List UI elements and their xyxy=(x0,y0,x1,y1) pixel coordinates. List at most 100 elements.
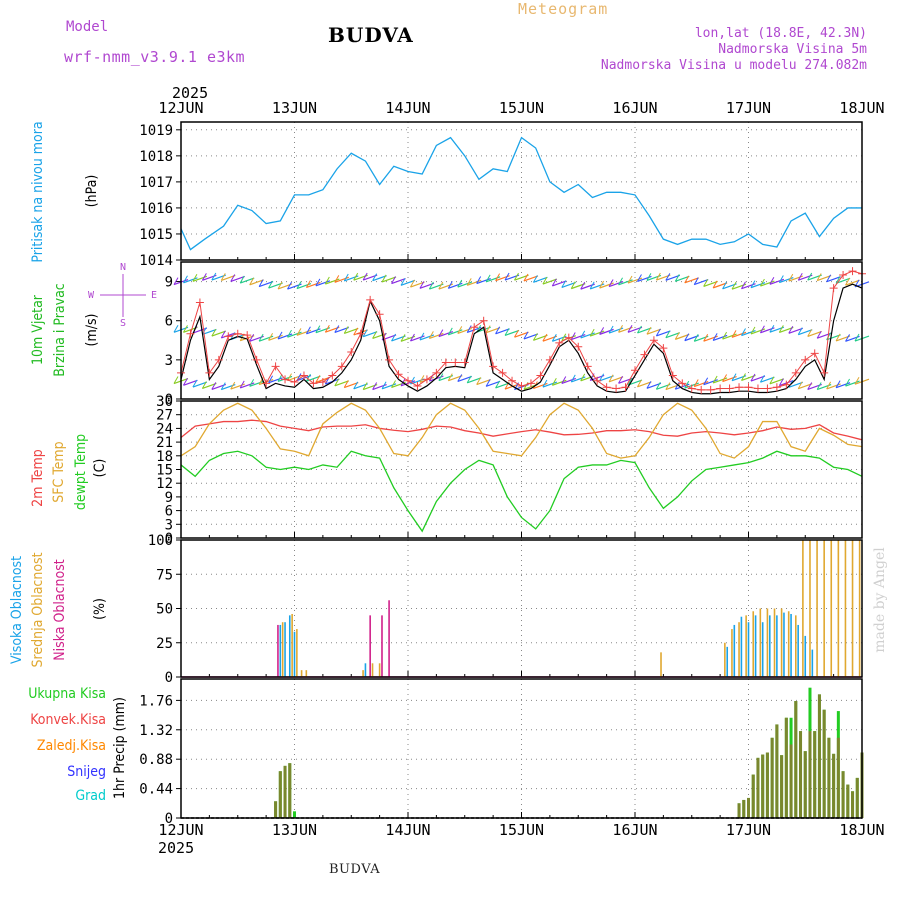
wind-barb xyxy=(448,375,463,382)
wind-barb-flag xyxy=(315,278,321,287)
wind-barb xyxy=(485,327,501,334)
x-tick-label-bottom: 17JUN xyxy=(726,821,771,839)
wind-barb-flag xyxy=(201,273,207,281)
temp-2m-line xyxy=(180,419,863,441)
wind-gust-marker xyxy=(829,284,838,293)
wind-barb xyxy=(779,326,794,333)
meteogram-label: Meteogram xyxy=(518,0,609,18)
wind-barb-flag xyxy=(391,380,396,388)
y-tick-label: 24 xyxy=(156,421,173,437)
wind-barb-flag xyxy=(646,381,652,389)
precip-convective-bar xyxy=(832,753,836,818)
wind-barb xyxy=(495,328,510,335)
wind-barb-flag xyxy=(637,325,642,334)
wind-barb-flag xyxy=(249,379,255,387)
wind-barb xyxy=(344,327,359,334)
wind-barb-flag xyxy=(627,325,633,333)
wind-barb-flag xyxy=(542,276,548,285)
wind-barb xyxy=(325,278,340,285)
x-tick-label-bottom: 15JUN xyxy=(499,821,544,839)
wind-barb xyxy=(514,274,529,281)
dewpoint-label: dewpt Temp xyxy=(73,434,89,510)
wind-barb-flag xyxy=(608,374,614,383)
wind-barb xyxy=(835,277,851,284)
wind-barb xyxy=(646,328,662,335)
wind-barb-flag xyxy=(608,325,614,334)
wind-barb-flag xyxy=(476,377,482,385)
wind-gust-marker xyxy=(271,362,280,371)
model-elevation: Nadmorska Visina u modelu 274.082m xyxy=(600,58,867,73)
wind-barb xyxy=(599,375,614,382)
wind-barb xyxy=(523,333,539,340)
wind-barb-flag xyxy=(759,374,765,383)
wind-barb xyxy=(296,329,312,336)
y-tick-label: 25 xyxy=(156,636,173,652)
wind-barb-flag xyxy=(570,281,576,289)
wind-barb xyxy=(287,331,302,338)
wind-barb-flag xyxy=(268,375,274,384)
pressure-line xyxy=(180,136,862,251)
wind-barb-flag xyxy=(570,374,576,383)
wind-barb-flag xyxy=(561,333,567,341)
wind-barb xyxy=(826,334,841,341)
wind-barb xyxy=(542,381,558,388)
wind-barb xyxy=(637,381,652,388)
wind-barb-flag xyxy=(589,281,595,290)
cloud-low-label: Niska Oblacnost xyxy=(52,559,68,661)
wind-barb xyxy=(750,375,766,382)
wind-barb-flag xyxy=(835,276,841,284)
wind-barb xyxy=(533,382,548,390)
wind-barb xyxy=(656,330,671,337)
precip-convective-bar xyxy=(278,771,282,818)
wind-barb-flag xyxy=(438,373,444,381)
wind-barb xyxy=(712,334,728,341)
x-tick-label-top: 12JUN xyxy=(158,99,203,117)
wind-barb-flag xyxy=(627,275,633,284)
wind-gust-marker xyxy=(763,384,772,393)
x-tick-label-bottom: 16JUN xyxy=(612,821,657,839)
wind-gust-marker xyxy=(432,368,441,377)
wind-barb-flag xyxy=(731,281,737,290)
wind-barb-flag xyxy=(703,333,709,342)
temp-2m-label: 2m Temp xyxy=(30,449,46,507)
wind-barb-flag xyxy=(419,281,425,289)
wind-barb xyxy=(703,379,718,386)
wind-barb-flag xyxy=(523,273,529,282)
wind-barb xyxy=(467,279,482,286)
wind-barb-flag xyxy=(674,332,680,340)
wind-barb-flag xyxy=(353,272,359,281)
wind-barb-flag xyxy=(646,326,652,335)
wind-barb-flag xyxy=(305,280,311,288)
wind-gust-marker xyxy=(631,366,639,375)
wind-gust-marker xyxy=(753,384,762,393)
wind-barb-flag xyxy=(523,331,529,340)
wind-barb xyxy=(769,278,785,285)
wind-barb xyxy=(372,275,387,282)
wind-barb-flag xyxy=(788,273,794,282)
wind-barb xyxy=(448,329,463,336)
wind-gust-marker xyxy=(839,271,848,280)
wind-gust-marker xyxy=(375,310,384,319)
wind-barb xyxy=(807,330,822,337)
wind-barb xyxy=(467,377,482,384)
wind-barb xyxy=(249,380,264,387)
temp-ylabel: (C) xyxy=(92,459,108,478)
wind-barb-flag xyxy=(627,377,633,386)
wind-gust-marker xyxy=(328,371,337,380)
wind-barb-flag xyxy=(268,280,274,289)
pressure-title: Pritisak na nivou mora xyxy=(30,121,46,262)
year-label-bottom: 2025 xyxy=(158,839,194,857)
wind-barb-flag xyxy=(419,375,425,383)
wind-barb xyxy=(608,376,624,383)
wind-barb-flag xyxy=(466,375,472,384)
temp-sfc-label: SFC Temp xyxy=(51,441,67,502)
wind-barb-flag xyxy=(504,272,510,281)
wind-barb-flag xyxy=(684,275,690,284)
wind-barb-flag xyxy=(381,274,387,283)
wind-barb-flag xyxy=(372,382,378,390)
wind-barb xyxy=(608,280,624,288)
precip-convective-bar xyxy=(784,717,788,818)
precip-ylabel: 1hr Precip (mm) xyxy=(112,697,128,799)
wind-barb-flag xyxy=(816,382,822,390)
legend-freezing-rain: Zaledj.Kisa xyxy=(37,738,106,754)
